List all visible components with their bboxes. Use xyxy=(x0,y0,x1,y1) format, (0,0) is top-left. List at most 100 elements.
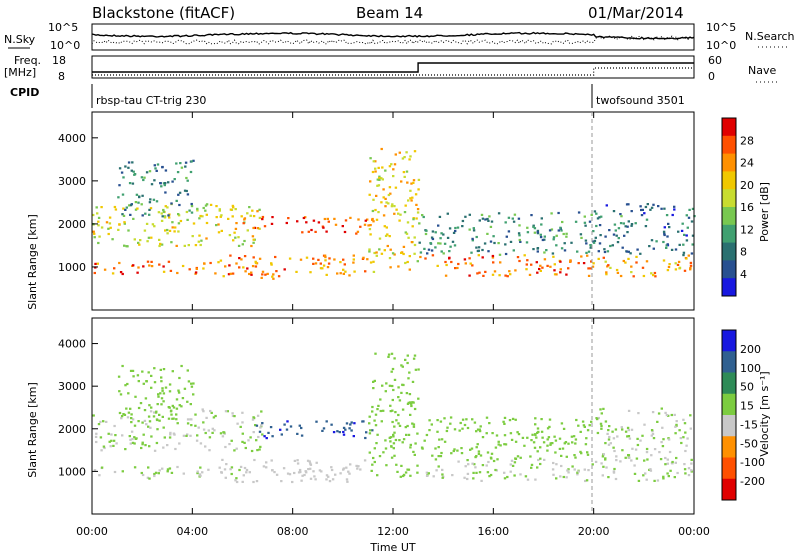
vel-data-cell xyxy=(581,420,585,423)
power-data-cell xyxy=(635,261,638,264)
power-data-cell xyxy=(96,262,99,265)
power-data-cell xyxy=(478,219,481,222)
vel-data-cell xyxy=(552,473,555,476)
freq-panel xyxy=(91,55,695,79)
power-data-cell xyxy=(469,262,472,265)
vel-data-cell xyxy=(406,354,409,357)
power-data-cell xyxy=(128,204,131,207)
power-data-cell xyxy=(442,233,445,236)
vel-data-cell xyxy=(428,419,431,422)
colorbar-swatch xyxy=(722,415,736,437)
power-data-cell xyxy=(605,271,608,274)
vel-data-cell xyxy=(259,426,262,429)
vel-data-cell xyxy=(94,435,98,438)
power-data-cell xyxy=(240,258,243,261)
power-data-cell xyxy=(183,189,187,192)
vel-data-cell xyxy=(590,420,593,423)
vel-data-cell xyxy=(642,474,645,477)
vel-data-cell xyxy=(548,418,552,421)
noise-sky-trace xyxy=(91,31,695,40)
vel-data-cell xyxy=(600,462,603,465)
vel-data-cell xyxy=(600,424,603,428)
vel-data-cell xyxy=(645,447,649,451)
power-data-cell xyxy=(471,239,474,242)
power-data-cell xyxy=(296,220,299,223)
power-data-cell xyxy=(481,217,485,220)
vel-data-cell xyxy=(509,432,513,435)
power-data-cell xyxy=(258,208,261,211)
vel-data-cell xyxy=(161,467,164,470)
vel-data-cell xyxy=(633,464,636,467)
power-data-cell xyxy=(384,169,387,172)
power-data-cell xyxy=(588,220,592,223)
vel-data-cell xyxy=(325,474,329,477)
vel-data-cell xyxy=(587,469,590,472)
vel-data-cell xyxy=(305,471,308,474)
power-data-cell xyxy=(270,263,273,266)
power-data-cell xyxy=(563,249,567,252)
power-data-cell xyxy=(404,231,407,234)
power-data-cell xyxy=(577,211,581,214)
colorbar-tick-label: 24 xyxy=(740,157,754,170)
vel-data-cell xyxy=(513,474,516,477)
power-data-cell xyxy=(272,277,275,280)
vel-data-cell xyxy=(353,422,356,425)
vel-data-cell xyxy=(178,376,181,380)
vel-data-cell xyxy=(393,431,396,434)
power-data-cell xyxy=(434,231,437,234)
power-data-cell xyxy=(525,263,528,266)
power-data-cell xyxy=(481,248,484,252)
power-data-cell xyxy=(484,270,487,273)
vel-data-cell xyxy=(536,427,540,430)
power-data-cell xyxy=(683,233,686,236)
power-data-cell xyxy=(630,224,633,227)
vel-data-cell xyxy=(571,441,574,444)
vel-data-cell xyxy=(627,454,630,457)
vel-data-cell xyxy=(659,458,663,461)
power-data-cell xyxy=(541,238,545,242)
vel-data-cell xyxy=(690,470,693,473)
power-data-cell xyxy=(246,267,249,270)
power-data-cell xyxy=(107,232,110,236)
vel-data-cell xyxy=(409,401,412,404)
vel-data-cell xyxy=(517,433,521,436)
power-data-cell xyxy=(526,231,530,234)
power-data-cell xyxy=(158,263,161,266)
vel-data-cell xyxy=(585,437,588,440)
vel-data-cell xyxy=(613,449,616,453)
power-data-cell xyxy=(359,225,362,228)
vel-data-cell xyxy=(475,430,478,433)
power-data-cell xyxy=(498,274,501,277)
power-data-cell xyxy=(133,173,137,176)
power-data-cell xyxy=(611,244,614,247)
power-data-cell xyxy=(422,215,425,219)
vel-data-cell xyxy=(160,380,163,383)
vel-data-cell xyxy=(93,469,97,472)
vel-data-cell xyxy=(190,382,193,385)
power-data-cell xyxy=(97,224,100,227)
power-data-cell xyxy=(627,257,630,260)
power-data-cell xyxy=(111,272,115,275)
power-data-cell xyxy=(184,161,188,164)
vel-data-cell xyxy=(160,376,163,379)
vel-data-cell xyxy=(406,424,409,428)
vel-data-cell xyxy=(432,475,435,478)
vel-data-cell xyxy=(110,439,113,442)
power-data-cell xyxy=(635,255,638,258)
vel-data-cell xyxy=(514,457,518,460)
power-data-cell xyxy=(333,258,336,261)
vel-data-cell xyxy=(615,459,618,462)
vel-data-cell xyxy=(168,390,172,393)
vel-data-cell xyxy=(606,432,609,435)
power-data-cell xyxy=(134,208,138,211)
vel-data-cell xyxy=(536,450,539,453)
vel-data-cell xyxy=(608,435,611,439)
power-data-cell xyxy=(195,267,198,270)
power-data-cell xyxy=(497,242,500,245)
power-data-cell xyxy=(548,229,552,232)
power-data-cell xyxy=(344,219,348,222)
power-data-cell xyxy=(662,230,666,233)
power-data-cell xyxy=(217,231,221,234)
vel-data-cell xyxy=(129,438,132,441)
vel-data-cell xyxy=(472,477,475,480)
